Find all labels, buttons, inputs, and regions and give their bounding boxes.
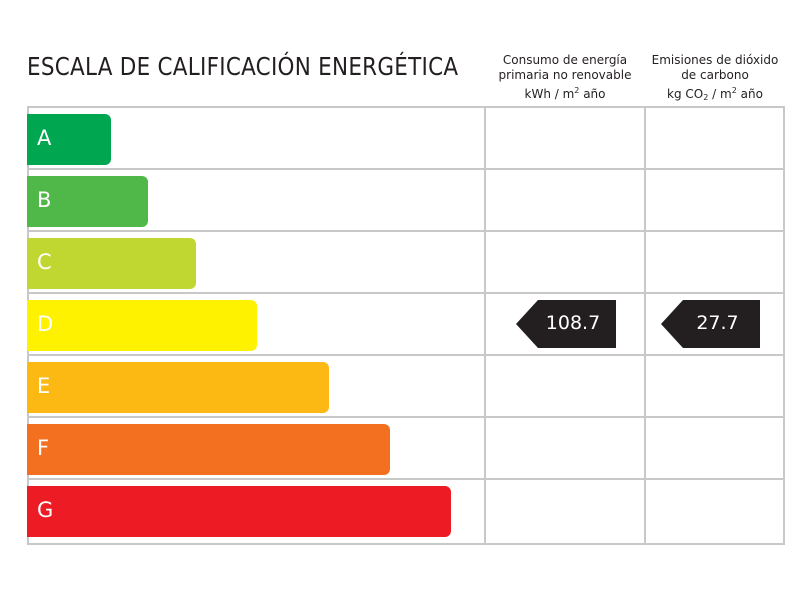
- rating-letter: G: [37, 498, 54, 522]
- energy-unit-post: año: [579, 87, 606, 101]
- grid-line-vertical: [783, 106, 785, 545]
- energy-unit-sup: 2: [574, 86, 580, 95]
- energy-unit-pre: kWh / m: [524, 87, 575, 101]
- energy-value-marker: 108.7: [516, 299, 616, 349]
- energy-column-header: Consumo de energía primaria no renovable…: [486, 53, 644, 102]
- emissions-header-line1: Emisiones de dióxido: [651, 53, 779, 67]
- emissions-column-header: Emisiones de dióxido de carbono kg CO2 /…: [645, 53, 785, 105]
- arrow-marker-icon: [516, 300, 616, 348]
- emissions-header-unit: kg CO2 / m2 año: [645, 83, 785, 105]
- grid-line-horizontal: [27, 354, 785, 356]
- emissions-unit-sup: 2: [731, 86, 737, 95]
- rating-bar-c: C: [27, 238, 196, 289]
- grid-line-horizontal: [27, 230, 785, 232]
- rating-bar-b: B: [27, 176, 148, 227]
- arrow-marker-icon: [661, 300, 760, 348]
- emissions-unit-mid: / m: [708, 87, 732, 101]
- emissions-header-line2: de carbono: [681, 68, 749, 82]
- energy-value-marker-label: 108.7: [545, 312, 601, 334]
- page-title: ESCALA DE CALIFICACIÓN ENERGÉTICA: [27, 52, 459, 81]
- rating-letter: B: [37, 188, 52, 212]
- emissions-unit-post: año: [736, 87, 763, 101]
- grid-line-horizontal: [27, 106, 785, 108]
- grid-line-horizontal: [27, 478, 785, 480]
- rating-grid: A B C D E F G 108.7 27.7: [27, 106, 785, 545]
- energy-header-unit: kWh / m2 año: [486, 83, 644, 102]
- rating-bar-e: E: [27, 362, 329, 413]
- rating-letter: E: [37, 374, 51, 398]
- rating-letter: D: [37, 312, 54, 336]
- rating-bar-f: F: [27, 424, 390, 475]
- energy-header-line2: primaria no renovable: [498, 68, 632, 82]
- grid-line-horizontal: [27, 168, 785, 170]
- grid-line-vertical: [484, 106, 486, 545]
- rating-letter: A: [37, 126, 52, 150]
- grid-line-horizontal: [27, 292, 785, 294]
- grid-line-horizontal: [27, 416, 785, 418]
- emissions-unit-pre: kg CO: [667, 87, 704, 101]
- emissions-unit-sub: 2: [703, 93, 709, 102]
- rating-letter: F: [37, 436, 50, 460]
- rating-bar-g: G: [27, 486, 451, 537]
- grid-line-vertical: [644, 106, 646, 545]
- emissions-value-marker: 27.7: [661, 299, 760, 349]
- rating-letter: C: [37, 250, 52, 274]
- grid-line-horizontal: [27, 543, 785, 545]
- energy-header-line1: Consumo de energía: [502, 53, 628, 67]
- emissions-value-marker-label: 27.7: [696, 312, 739, 334]
- rating-bar-d: D: [27, 300, 257, 351]
- rating-bar-a: A: [27, 114, 111, 165]
